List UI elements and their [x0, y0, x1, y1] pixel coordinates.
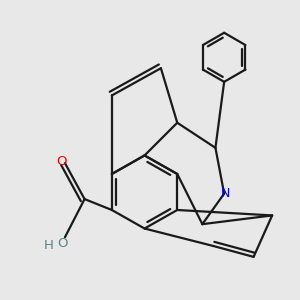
Text: N: N [221, 187, 230, 200]
Text: H: H [44, 239, 53, 252]
Text: O: O [57, 237, 68, 250]
Text: O: O [56, 155, 66, 168]
